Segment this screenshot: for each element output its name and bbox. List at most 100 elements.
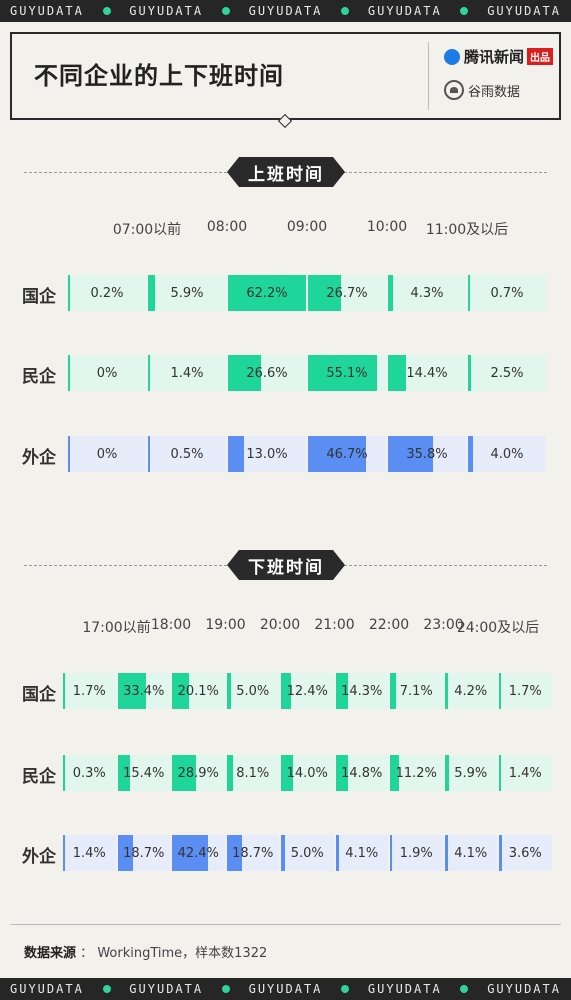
brand-band-dot — [341, 985, 350, 993]
heatmap-cell: 0.3% — [63, 755, 116, 791]
cell-background — [499, 673, 552, 709]
cell-tick — [172, 673, 174, 709]
brand-band-text: GUYUDATA — [487, 4, 561, 18]
column-label: 20:00 — [259, 617, 301, 633]
data-label: 4.3% — [410, 285, 444, 301]
row-label: 国企 — [22, 685, 56, 705]
cell-tick — [335, 673, 338, 709]
data-label: 8.1% — [236, 765, 270, 781]
brand-band-dot — [221, 985, 230, 993]
data-label: 0.5% — [170, 446, 204, 462]
footer-divider — [10, 924, 561, 925]
cell-bar — [172, 673, 189, 709]
data-label: 62.2% — [246, 285, 288, 301]
heatmap-cell: 5.0% — [281, 835, 334, 871]
cell-bar — [308, 355, 377, 391]
column-label: 11:00及以后 — [425, 222, 509, 238]
heatmap-cell: 2.5% — [468, 355, 546, 391]
heatmap-cell: 4.0% — [468, 436, 546, 472]
heatmap-cell: 5.9% — [148, 275, 226, 311]
heatmap-cell: 0.2% — [68, 275, 146, 311]
cell-bar — [148, 275, 156, 311]
cell-bar — [335, 673, 348, 709]
column-label: 10:00 — [366, 219, 408, 235]
brand-band-top: GUYUDATA GUYUDATA GUYUDATA GUYUDATA GUYUDATA — [0, 0, 571, 22]
cell-tick — [308, 275, 310, 311]
data-label: 5.0% — [236, 683, 270, 699]
cell-background — [68, 436, 146, 472]
cell-bar — [226, 673, 231, 709]
cell-tick — [281, 673, 283, 709]
data-label: 1.7% — [72, 683, 106, 699]
data-label: 0.7% — [490, 285, 524, 301]
row-label: 民企 — [22, 367, 56, 387]
brand-band-text: GUYUDATA — [248, 4, 323, 18]
data-label: 33.4% — [123, 683, 165, 699]
heatmap-cell: 11.2% — [390, 755, 443, 791]
cell-tick — [388, 355, 390, 391]
data-label: 1.9% — [399, 845, 433, 861]
heatmap-cell: 4.2% — [444, 673, 497, 709]
heatmap-cell: 0.7% — [468, 275, 546, 311]
heatmap-cell: 14.8% — [335, 755, 388, 791]
heatmap-cell: 1.4% — [63, 835, 116, 871]
cell-bar — [388, 436, 433, 472]
data-label: 14.0% — [286, 765, 328, 781]
cell-bar — [117, 755, 131, 791]
cell-tick — [499, 835, 501, 871]
brand-band-dot — [102, 985, 111, 993]
data-label: 0.2% — [90, 285, 124, 301]
cell-background — [390, 835, 443, 871]
cell-background — [444, 835, 497, 871]
brand-band-bottom: GUYUDATA GUYUDATA GUYUDATA GUYUDATA GUYUDATA — [0, 978, 571, 1000]
cell-tick — [148, 436, 150, 472]
cell-bar — [228, 436, 245, 472]
guyu-data-logo: 谷雨数据 — [444, 80, 520, 100]
data-label: 46.7% — [326, 446, 368, 462]
cell-tick — [68, 436, 70, 472]
tencent-news-tag: 出品 — [527, 48, 554, 65]
cell-tick — [499, 755, 501, 791]
heatmap-cell: 0% — [68, 355, 146, 391]
cell-tick — [117, 755, 120, 791]
heatmap-cell: 18.7% — [226, 835, 279, 871]
data-label: 4.0% — [490, 446, 524, 462]
row-label: 外企 — [22, 847, 56, 867]
data-label: 4.2% — [454, 683, 488, 699]
cell-background — [281, 835, 334, 871]
data-source-text: WorkingTime，样本数1322 — [97, 946, 268, 961]
cell-tick — [388, 436, 390, 472]
cell-bar — [308, 436, 367, 472]
heatmap-cell: 18.7% — [117, 835, 170, 871]
heatmap-cell: 4.1% — [335, 835, 388, 871]
data-label: 1.4% — [508, 765, 542, 781]
cell-background — [499, 835, 552, 871]
cell-tick — [228, 355, 230, 391]
data-label: 14.3% — [341, 683, 383, 699]
data-label: 26.7% — [326, 285, 368, 301]
cell-bar — [226, 755, 234, 791]
column-label: 18:00 — [150, 617, 192, 633]
data-label: 4.1% — [454, 845, 488, 861]
data-label: 2.5% — [490, 365, 524, 381]
heatmap-cell: 62.2% — [228, 275, 306, 311]
cell-tick — [228, 275, 230, 311]
heatmap-cell: 1.7% — [499, 673, 552, 709]
cell-bar — [388, 355, 406, 391]
data-label: 42.4% — [177, 845, 219, 861]
data-label: 18.7% — [232, 845, 274, 861]
cell-background — [468, 275, 546, 311]
heatmap-cell: 46.7% — [308, 436, 386, 472]
cell-bar — [172, 755, 197, 791]
cell-background — [68, 275, 146, 311]
cell-tick — [308, 436, 310, 472]
cell-bar — [390, 755, 400, 791]
section-title-commute-out: 下班时间 — [227, 550, 345, 580]
column-label: 22:00 — [368, 617, 410, 633]
brand-band-dot — [460, 7, 469, 15]
cell-background — [444, 755, 497, 791]
data-label: 4.1% — [345, 845, 379, 861]
cell-bar — [228, 275, 306, 311]
heatmap-cell: 28.9% — [172, 755, 225, 791]
cell-tick — [226, 835, 229, 871]
